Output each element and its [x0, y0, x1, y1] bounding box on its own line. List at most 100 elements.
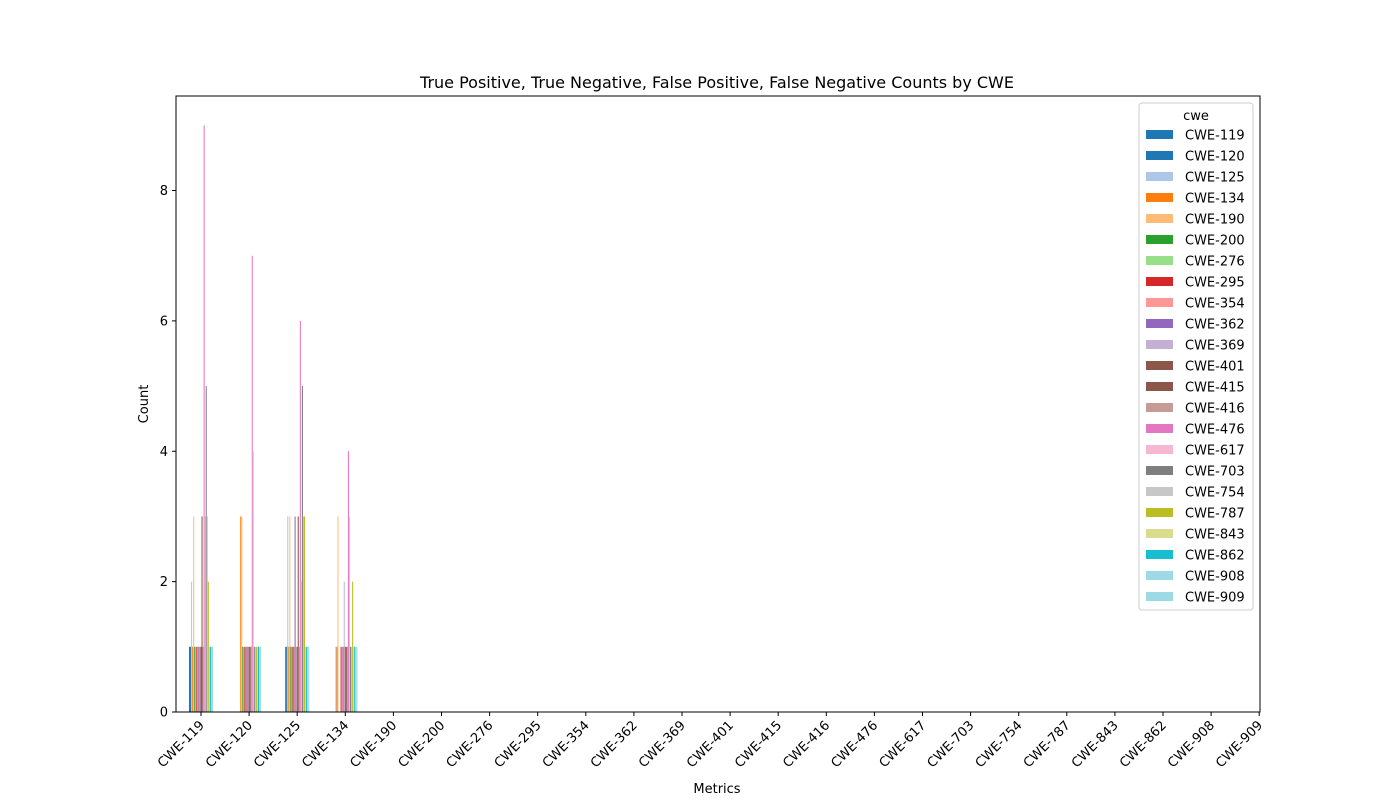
legend-swatch-cwe-200	[1146, 235, 1173, 244]
bar-cwe-476-cwe-120	[251, 255, 253, 712]
legend-swatch-cwe-787	[1146, 508, 1173, 517]
legend-swatch-cwe-415	[1146, 382, 1173, 391]
x-tick-label: CWE-119	[155, 718, 208, 771]
bar-cwe-787-cwe-120	[255, 646, 257, 712]
bar-cwe-909-cwe-119	[211, 646, 214, 712]
legend-swatch-cwe-362	[1146, 319, 1173, 328]
bar-cwe-703-cwe-134	[350, 646, 352, 712]
x-tick-label: CWE-369	[636, 718, 689, 771]
bar-cwe-416-cwe-125	[298, 646, 300, 712]
legend-swatch-cwe-125	[1146, 172, 1173, 181]
bar-cwe-401-cwe-134	[344, 646, 346, 712]
bar-cwe-295-cwe-125	[292, 646, 294, 712]
bar-cwe-276-cwe-119	[195, 646, 197, 712]
bar-cwe-416-cwe-120	[250, 646, 252, 712]
legend-box	[1138, 102, 1254, 611]
bar-cwe-295-cwe-120	[244, 646, 246, 712]
bar-cwe-134-cwe-125	[288, 646, 290, 712]
bar-cwe-362-cwe-120	[246, 646, 248, 712]
y-tick-label: 4	[160, 445, 168, 460]
bar-cwe-617-cwe-134	[348, 516, 351, 712]
bar-cwe-754-cwe-120	[254, 646, 256, 712]
bar-cwe-787-cwe-119	[207, 581, 209, 712]
bar-cwe-754-cwe-119	[206, 516, 208, 712]
bar-cwe-401-cwe-125	[296, 646, 298, 712]
bar-cwe-125-cwe-134	[335, 646, 337, 712]
legend-swatch-cwe-862	[1146, 550, 1173, 559]
bar-cwe-362-cwe-134	[342, 646, 344, 712]
legend-label-cwe-119: CWE-119	[1185, 129, 1245, 144]
bar-cwe-908-cwe-119	[210, 646, 212, 712]
bar-cwe-909-cwe-125	[308, 646, 310, 712]
bar-cwe-354-cwe-125	[293, 646, 295, 712]
legend-swatch-cwe-401	[1146, 361, 1173, 370]
bar-cwe-862-cwe-125	[306, 646, 308, 712]
y-tick-label: 2	[160, 575, 168, 590]
bar-cwe-125-cwe-119	[191, 581, 193, 712]
bar-cwe-703-cwe-125	[301, 386, 303, 712]
legend-swatch-cwe-295	[1146, 277, 1173, 286]
legend-label-cwe-125: CWE-125	[1185, 171, 1245, 186]
x-tick-label: CWE-200	[396, 718, 449, 771]
bar-cwe-843-cwe-119	[208, 646, 210, 712]
x-tick-label: CWE-843	[1069, 718, 1122, 771]
legend-label-cwe-416: CWE-416	[1185, 402, 1245, 417]
bar-cwe-787-cwe-125	[304, 516, 306, 712]
legend-label-cwe-703: CWE-703	[1185, 465, 1245, 480]
legend-label-cwe-354: CWE-354	[1185, 297, 1245, 312]
legend-label-cwe-909: CWE-909	[1185, 591, 1245, 606]
bar-cwe-401-cwe-120	[248, 646, 250, 712]
bar-cwe-120-cwe-119	[190, 646, 192, 712]
legend-swatch-cwe-754	[1146, 487, 1173, 496]
bar-cwe-276-cwe-125	[291, 646, 293, 712]
x-tick-label: CWE-415	[732, 718, 785, 771]
legend-swatch-cwe-617	[1146, 445, 1173, 454]
legend-label-cwe-754: CWE-754	[1185, 486, 1245, 501]
plot-frame	[175, 95, 1261, 713]
legend-label-cwe-276: CWE-276	[1185, 255, 1245, 270]
bar-cwe-862-cwe-119	[209, 646, 211, 712]
legend-label-cwe-862: CWE-862	[1185, 549, 1245, 564]
bar-cwe-862-cwe-134	[354, 646, 356, 712]
bar-cwe-134-cwe-119	[192, 646, 194, 712]
x-tick-label: CWE-617	[877, 718, 930, 771]
legend: cwe CWE-119 CWE-120 CWE-125 CWE-134 CWE-190 C…	[1138, 102, 1254, 611]
bar-cwe-200-cwe-119	[194, 646, 196, 712]
legend-swatch-cwe-476	[1146, 424, 1173, 433]
x-tick-label: CWE-295	[492, 718, 545, 771]
legend-swatch-cwe-416	[1146, 403, 1173, 412]
bar-cwe-295-cwe-119	[196, 646, 198, 712]
legend-swatch-cwe-354	[1146, 298, 1173, 307]
x-tick-label: CWE-190	[347, 718, 400, 771]
bar-cwe-119-cwe-125	[285, 646, 287, 712]
legend-label-cwe-120: CWE-120	[1185, 150, 1245, 165]
bar-cwe-401-cwe-119	[200, 646, 202, 712]
bar-cwe-354-cwe-134	[341, 646, 343, 712]
legend-label-cwe-134: CWE-134	[1185, 192, 1245, 207]
bar-cwe-190-cwe-125	[289, 516, 291, 712]
axes-layer: 02468CWE-119CWE-120CWE-125CWE-134CWE-190…	[155, 95, 1266, 771]
bar-cwe-617-cwe-119	[204, 516, 206, 712]
legend-label-cwe-401: CWE-401	[1185, 360, 1245, 375]
legend-swatch-cwe-908	[1146, 571, 1173, 580]
bar-cwe-200-cwe-125	[290, 646, 292, 712]
bar-cwe-909-cwe-120	[260, 646, 262, 712]
bar-cwe-476-cwe-125	[299, 320, 301, 712]
x-tick-label: CWE-416	[780, 718, 833, 771]
x-axis-title: Metrics	[693, 782, 740, 797]
bar-cwe-843-cwe-120	[256, 646, 258, 712]
x-tick-label: CWE-908	[1165, 718, 1218, 771]
bar-cwe-909-cwe-134	[356, 646, 358, 712]
bar-cwe-369-cwe-119	[199, 646, 201, 712]
legend-label-cwe-190: CWE-190	[1185, 213, 1245, 228]
bar-cwe-703-cwe-119	[205, 386, 207, 712]
legend-label-cwe-843: CWE-843	[1185, 528, 1245, 543]
legend-label-cwe-295: CWE-295	[1185, 276, 1245, 291]
legend-swatch-cwe-703	[1146, 466, 1173, 475]
bar-cwe-369-cwe-125	[295, 646, 297, 712]
bar-cwe-120-cwe-125	[286, 646, 288, 712]
bar-cwe-415-cwe-119	[201, 516, 203, 712]
legend-title: cwe	[1183, 109, 1209, 124]
